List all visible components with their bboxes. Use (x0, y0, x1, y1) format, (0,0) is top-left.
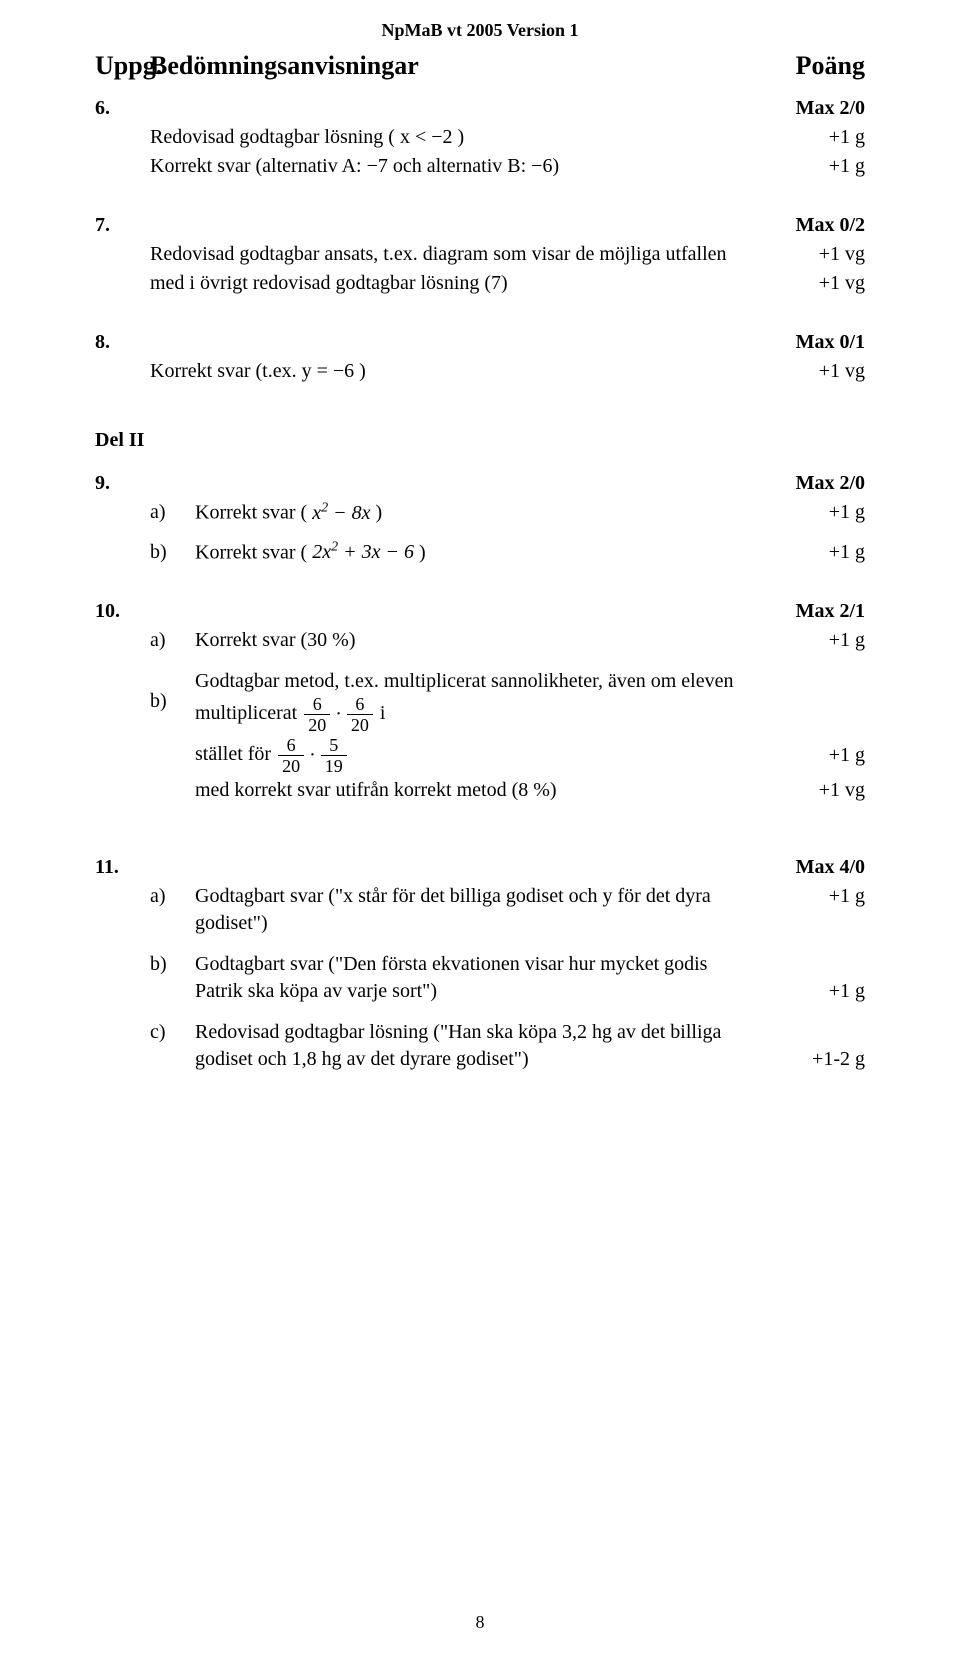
column-titles: Uppg. Bedömningsanvisningar Poäng (95, 51, 865, 81)
title-uppg: Uppg. (95, 51, 150, 81)
q9-max: Max 2/0 (755, 470, 865, 497)
q6-l2: Korrekt svar (alternativ A: −7 och alter… (150, 153, 755, 180)
doc-header: NpMaB vt 2005 Version 1 (95, 20, 865, 41)
q8-max: Max 0/1 (755, 329, 865, 356)
q10-b-text1: Godtagbar metod, t.ex. multiplicerat san… (195, 668, 755, 734)
q7-line1: Redovisad godtagbar ansats, t.ex. diagra… (95, 241, 865, 268)
q11-a-sub: a) (150, 883, 195, 910)
q6-l1: Redovisad godtagbar lösning ( x < −2 ) (150, 124, 755, 151)
q8-num: 8. (95, 329, 150, 356)
q11-c-sub: c) (150, 1019, 195, 1046)
q6-max-row: 6. Max 2/0 (95, 95, 865, 122)
q10-num: 10. (95, 598, 150, 625)
q11-c-pts: +1-2 g (755, 1046, 865, 1073)
q7-l1: Redovisad godtagbar ansats, t.ex. diagra… (150, 241, 755, 268)
q6-num: 6. (95, 95, 150, 122)
fraction-6-20-a: 6 20 (304, 695, 330, 734)
q10-max-row: 10. Max 2/1 (95, 598, 865, 625)
q11-c: c) Redovisad godtagbar lösning ("Han ska… (95, 1019, 865, 1073)
q11-b-pts: +1 g (755, 978, 865, 1005)
q10-b-line1: b) Godtagbar metod, t.ex. multiplicerat … (95, 668, 865, 734)
q7-l2: med i övrigt redovisad godtagbar lösning… (150, 270, 755, 297)
q11-b: b) Godtagbart svar ("Den första ekvation… (95, 951, 865, 1005)
q10-a: a) Korrekt svar (30 %) +1 g (95, 627, 865, 654)
dot-icon-2: · (306, 742, 319, 769)
q10-b-line3: med korrekt svar utifrån korrekt metod (… (95, 777, 865, 804)
q9-b-pts: +1 g (755, 539, 865, 566)
q10-a-text: Korrekt svar (30 %) (195, 627, 755, 654)
q6-line2: Korrekt svar (alternativ A: −7 och alter… (95, 153, 865, 180)
q10-a-pts: +1 g (755, 627, 865, 654)
q9-b-sub: b) (150, 539, 195, 566)
q11-a: a) Godtagbart svar ("x står för det bill… (95, 883, 865, 937)
q9-a-pts: +1 g (755, 499, 865, 526)
q9-a-text: Korrekt svar ( x2 − 8x ) (195, 499, 755, 527)
q6-p2: +1 g (755, 153, 865, 180)
q8-p1: +1 vg (755, 358, 865, 385)
q11-a-text: Godtagbart svar ("x står för det billiga… (195, 883, 755, 937)
q11-max: Max 4/0 (755, 854, 865, 881)
q11-c-text: Redovisad godtagbar lösning ("Han ska kö… (195, 1019, 755, 1073)
page-container: NpMaB vt 2005 Version 1 Uppg. Bedömnings… (0, 0, 960, 1653)
q10-b-text2: stället för 6 20 · 5 19 (195, 736, 755, 775)
q9-a-sub: a) (150, 499, 195, 526)
title-mid: Bedömningsanvisningar (150, 51, 755, 81)
q9-b-text: Korrekt svar ( 2x2 + 3x − 6 ) (195, 539, 755, 567)
fraction-6-20-b: 6 20 (347, 695, 373, 734)
q6-line1: Redovisad godtagbar lösning ( x < −2 ) +… (95, 124, 865, 151)
q11-b-text: Godtagbart svar ("Den första ekvationen … (195, 951, 755, 1005)
q10-b-text3: med korrekt svar utifrån korrekt metod (… (195, 777, 755, 804)
q11-num: 11. (95, 854, 150, 881)
q10-b-pts: +1 g (755, 742, 865, 769)
q9-max-row: 9. Max 2/0 (95, 470, 865, 497)
q7-max-row: 7. Max 0/2 (95, 212, 865, 239)
q6-p1: +1 g (755, 124, 865, 151)
fraction-5-19: 5 19 (321, 736, 347, 775)
q10-a-sub: a) (150, 627, 195, 654)
q8-line1: Korrekt svar (t.ex. y = −6 ) +1 vg (95, 358, 865, 385)
del-2-heading: Del II (95, 429, 865, 452)
q11-a-pts: +1 g (755, 883, 865, 910)
q6-max: Max 2/0 (755, 95, 865, 122)
title-poang: Poäng (755, 51, 865, 81)
q10-max: Max 2/1 (755, 598, 865, 625)
q11-max-row: 11. Max 4/0 (95, 854, 865, 881)
q10-b-pts3: +1 vg (755, 777, 865, 804)
q8-max-row: 8. Max 0/1 (95, 329, 865, 356)
q7-num: 7. (95, 212, 150, 239)
dot-icon: · (332, 701, 345, 728)
q9-a: a) Korrekt svar ( x2 − 8x ) +1 g (95, 499, 865, 527)
fraction-6-20-c: 6 20 (278, 736, 304, 775)
q7-p2: +1 vg (755, 270, 865, 297)
q7-line2: med i övrigt redovisad godtagbar lösning… (95, 270, 865, 297)
page-number: 8 (0, 1612, 960, 1633)
q9-num: 9. (95, 470, 150, 497)
q9-b: b) Korrekt svar ( 2x2 + 3x − 6 ) +1 g (95, 539, 865, 567)
q10-b-sub: b) (150, 688, 195, 715)
q7-max: Max 0/2 (755, 212, 865, 239)
q11-b-sub: b) (150, 951, 195, 978)
q7-p1: +1 vg (755, 241, 865, 268)
q10-b-line2: stället för 6 20 · 5 19 +1 g (95, 736, 865, 775)
q8-l1: Korrekt svar (t.ex. y = −6 ) (150, 358, 755, 385)
